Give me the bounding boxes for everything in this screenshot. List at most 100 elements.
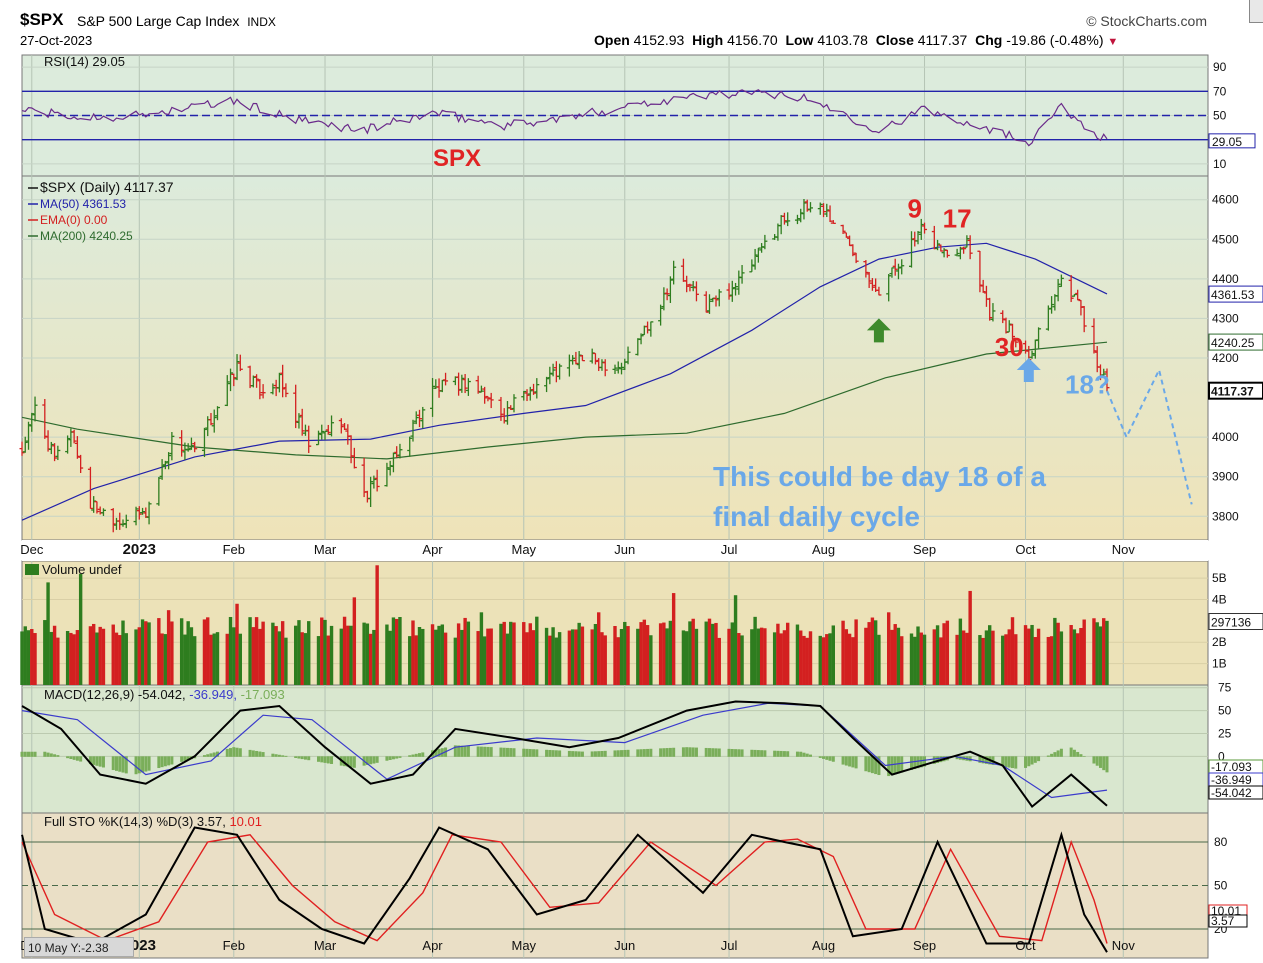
volume-bar — [56, 637, 60, 685]
volume-bar — [482, 636, 487, 685]
volume-bar — [965, 632, 969, 685]
volume-bar — [577, 622, 581, 685]
volume-bar — [49, 631, 54, 685]
volume-bar — [554, 637, 559, 685]
volume-bar — [613, 625, 617, 685]
volume-bar — [163, 634, 168, 685]
volume-bar — [179, 618, 184, 685]
volume-bar — [958, 618, 963, 685]
volume-bar — [69, 632, 73, 685]
price-bar — [169, 431, 175, 461]
cycle-annotation: 18? — [1065, 370, 1110, 400]
macd-histogram-bar — [479, 746, 483, 757]
volume-bar — [307, 621, 311, 685]
sto-d-line — [21, 834, 1108, 944]
volume-bar — [939, 637, 943, 685]
macd-legend-value: -17.093 — [241, 687, 285, 702]
macd-histogram-bar — [558, 750, 562, 757]
macd-histogram-bar — [27, 751, 31, 757]
rsi-tick-label: 50 — [1213, 109, 1227, 123]
macd-histogram-bar — [867, 756, 871, 773]
macd-histogram-bar — [662, 748, 666, 757]
volume-bar — [945, 620, 950, 685]
up-arrow-icon — [866, 318, 891, 343]
macd-histogram-bar — [688, 747, 692, 757]
macd-histogram-bar — [548, 749, 552, 757]
price-bar — [185, 443, 191, 452]
macd-histogram-bar — [320, 756, 324, 763]
bottom-x-axis-label: Aug — [812, 938, 835, 953]
volume-bar — [417, 626, 422, 685]
macd-histogram-bar — [144, 756, 148, 772]
volume-bar — [505, 633, 510, 685]
ma200-line — [21, 341, 1108, 460]
price-bar — [667, 276, 673, 303]
volume-bar — [785, 622, 790, 685]
volume-bar — [385, 624, 389, 685]
price-bar — [179, 430, 185, 457]
price-bar — [1091, 318, 1097, 354]
macd-tick-label: 75 — [1218, 681, 1232, 695]
macd-histogram-bar — [825, 756, 829, 760]
macd-histogram-bar — [33, 751, 37, 757]
macd-histogram-bar — [910, 756, 913, 770]
macd-histogram-bar — [551, 750, 555, 757]
bottom-x-axis-label: May — [511, 938, 536, 953]
volume-bar — [463, 617, 467, 685]
price-bar — [188, 437, 194, 450]
price-bar — [159, 459, 165, 480]
open-value: 4152.93 — [633, 32, 685, 48]
price-bar — [1058, 274, 1064, 288]
volume-bar — [192, 636, 197, 685]
volume-bar — [525, 632, 529, 685]
volume-bar — [280, 621, 285, 685]
volume-bar — [893, 624, 897, 685]
volume-legend: Volume undef — [42, 562, 122, 577]
macd-histogram-bar — [408, 755, 412, 757]
macd-histogram-bar — [23, 751, 27, 757]
macd-histogram-bar — [740, 749, 744, 757]
macd-signal-line — [21, 702, 1108, 799]
price-tick-label: 4200 — [1212, 351, 1239, 365]
volume-bar — [593, 623, 598, 685]
macd-legend-value: -54.042, — [138, 687, 189, 702]
macd-histogram-bar — [760, 750, 764, 757]
macd-histogram-bar — [528, 749, 532, 757]
price-bar — [417, 409, 423, 428]
volume-bar — [440, 624, 445, 685]
price-bar — [413, 411, 419, 425]
price-bar — [531, 383, 537, 395]
up-arrow-icon — [1016, 358, 1041, 382]
macd-tick-label: 25 — [1218, 726, 1232, 740]
macd-histogram-bar — [779, 750, 783, 757]
macd-histogram-bar — [1024, 756, 1028, 768]
price-bar — [739, 265, 745, 284]
price-bar — [840, 224, 846, 235]
macd-histogram-bar — [30, 751, 34, 757]
macd-histogram-bar — [893, 756, 897, 775]
macd-histogram-bar — [499, 747, 503, 757]
macd-histogram-bar — [802, 752, 806, 757]
macd-histogram-bar — [900, 756, 904, 773]
volume-bar — [43, 620, 47, 685]
volume-bar — [968, 590, 972, 685]
volume-bar — [95, 632, 99, 685]
macd-histogram-bar — [414, 753, 418, 757]
volume-bar — [600, 632, 604, 685]
volume-bar — [590, 629, 594, 685]
window-corner-button[interactable] — [1249, 0, 1263, 23]
volume-bar — [258, 628, 262, 685]
volume-bar — [531, 630, 536, 685]
brand-watermark: © StockCharts.com — [1086, 13, 1207, 29]
volume-bar — [772, 632, 777, 685]
volume-bar — [1049, 636, 1054, 685]
macd-histogram-bar — [294, 756, 298, 759]
volume-bar — [1098, 626, 1103, 685]
volume-bar — [580, 626, 585, 685]
macd-histogram-bar — [574, 751, 578, 757]
macd-histogram-bar — [261, 752, 265, 757]
price-bar — [938, 244, 944, 252]
volume-bar — [460, 629, 464, 685]
price-bar — [1013, 337, 1019, 348]
